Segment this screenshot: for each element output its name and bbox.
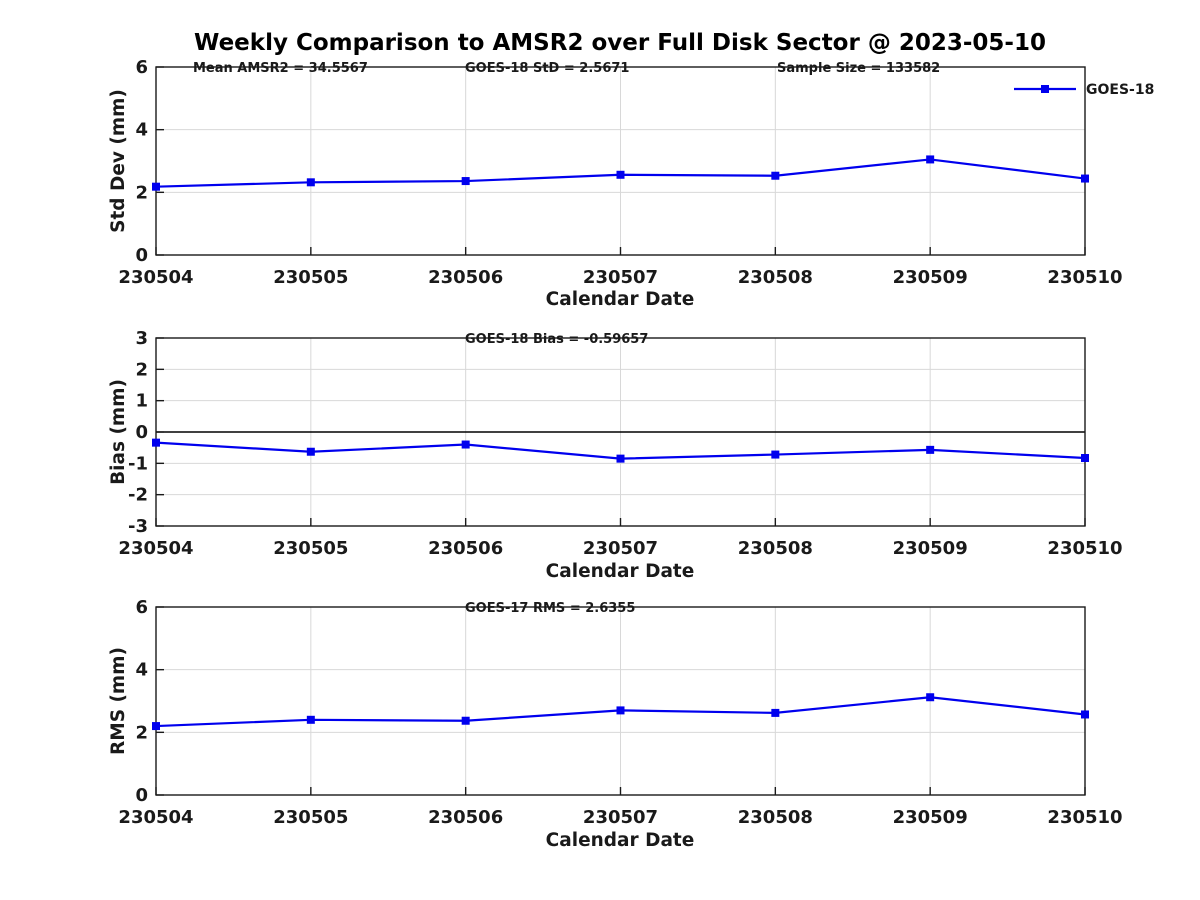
rms-chart: 230504 230505 230506 230507 230508 230509 2305… [108,597,1123,851]
annotation-goes17-rms: GOES-17 RMS = 2.6355 [465,601,635,616]
x-tick-label: 230506 [428,807,503,828]
y-tick-label: 2 [135,722,148,743]
y-tick-label: 0 [135,245,148,266]
data-point-marker [306,447,315,456]
data-point-marker [771,708,780,717]
rms-plot-area: 230504 230505 230506 230507 230508 230509 2305… [118,597,1122,828]
x-tick-label: 230509 [893,807,968,828]
data-point-marker [616,454,625,463]
y-tick-label: -2 [128,485,148,506]
data-point-marker [1081,454,1089,463]
data-point-marker [926,155,935,164]
y-tick-label: 6 [135,57,148,78]
x-tick-label: 230510 [1047,538,1122,559]
bias-chart: 230504 230505 230506 230507 230508 230509 2305… [108,328,1123,582]
y-tick-label: 2 [135,182,148,203]
data-point-marker [1081,710,1089,719]
x-tick-label: 230510 [1047,267,1122,288]
legend-label: GOES-18 [1086,82,1154,98]
x-tick-label: 230507 [583,807,658,828]
x-tick-label: 230504 [118,267,193,288]
y-tick-label: 6 [135,597,148,618]
x-tick-label: 230510 [1047,807,1122,828]
y-tick-label: 4 [135,660,148,681]
x-tick-label: 230506 [428,267,503,288]
data-point-marker [461,177,470,186]
x-tick-label: 230507 [583,267,658,288]
y-tick-label: 0 [135,422,148,443]
annotation-mean-amsr2: Mean AMSR2 = 34.5567 [193,61,368,76]
data-point-marker [1081,174,1089,183]
y-tick-label: 3 [135,328,148,349]
x-tick-label: 230508 [738,267,813,288]
std-dev-y-axis-label: Std Dev (mm) [108,89,129,233]
y-tick-label: 1 [135,391,148,412]
y-tick-label: -1 [128,453,148,474]
data-point-marker [152,438,160,447]
annotation-goes18-bias: GOES-18 Bias = -0.59657 [465,332,648,347]
legend-marker [1041,85,1049,93]
y-tick-label: 2 [135,359,148,380]
data-point-marker [926,693,935,702]
data-point-marker [152,182,160,191]
x-tick-label: 230505 [273,538,348,559]
rms-y-axis-label: RMS (mm) [108,647,129,755]
x-tick-label: 230506 [428,538,503,559]
data-point-marker [926,445,935,454]
figure-title: Weekly Comparison to AMSR2 over Full Dis… [194,30,1046,56]
x-tick-label: 230504 [118,538,193,559]
bias-y-axis-label: Bias (mm) [108,379,129,485]
data-point-marker [461,716,470,725]
y-tick-label: -3 [128,516,148,537]
annotation-sample-size: Sample Size = 133582 [777,61,940,76]
bias-plot-area: 230504 230505 230506 230507 230508 230509 2305… [118,328,1122,559]
x-tick-label: 230508 [738,538,813,559]
data-point-marker [306,715,315,724]
x-tick-label: 230504 [118,807,193,828]
annotation-goes18-std: GOES-18 StD = 2.5671 [465,61,629,76]
data-point-marker [306,178,315,187]
bias-x-axis-label: Calendar Date [546,561,695,582]
x-tick-label: 230505 [273,807,348,828]
x-tick-label: 230509 [893,538,968,559]
x-tick-label: 230507 [583,538,658,559]
data-point-marker [461,440,470,449]
legend: GOES-18 [1014,82,1154,98]
x-tick-label: 230505 [273,267,348,288]
rms-x-axis-label: Calendar Date [546,830,695,851]
y-tick-label: 4 [135,120,148,141]
x-tick-label: 230508 [738,807,813,828]
data-point-marker [152,722,160,731]
data-point-marker [771,171,780,180]
data-point-marker [616,706,625,715]
data-point-marker [616,170,625,179]
std-dev-chart: 230504 230505 230506 230507 230508 230509 2305… [108,57,1123,310]
std-dev-x-axis-label: Calendar Date [546,289,695,310]
y-tick-label: 0 [135,785,148,806]
std-dev-plot-area: 230504 230505 230506 230507 230508 230509 2305… [118,57,1122,288]
x-tick-label: 230509 [893,267,968,288]
data-point-marker [771,450,780,459]
